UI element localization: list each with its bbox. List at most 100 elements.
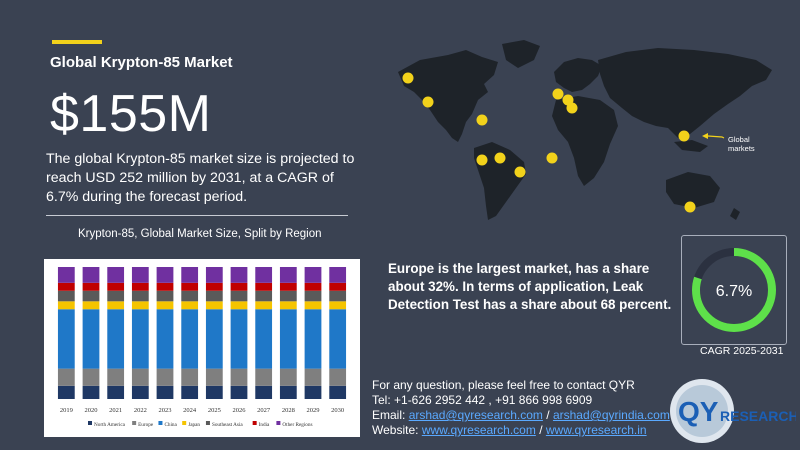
x-tick-label: 2022 (134, 407, 147, 414)
bar-2022-china (131, 309, 149, 369)
bar-2025-southeast-asia (205, 290, 223, 302)
europe-landmass (554, 58, 602, 92)
legend-swatch (88, 421, 92, 425)
marker-japan (678, 130, 690, 142)
website-separator: / (535, 423, 546, 437)
bar-2029-china (304, 309, 322, 369)
bar-2022-japan (131, 301, 149, 310)
map-label-line1: Global (728, 135, 750, 144)
asia-landmass (598, 48, 772, 138)
bar-2024-north-america (181, 385, 199, 399)
legend-label: China (164, 422, 177, 428)
email-link-2[interactable]: arshad@qyrindia.com (552, 408, 670, 422)
marker-alaska (402, 72, 414, 84)
market-description: The global Krypton-85 market size is pro… (46, 151, 355, 205)
bar-2030-southeast-asia (329, 290, 347, 302)
bar-2026-southeast-asia (230, 290, 248, 302)
website-link-1[interactable]: www.qyresearch.com (421, 423, 536, 437)
bar-2023-china (156, 309, 174, 369)
continents (398, 40, 772, 220)
bar-2029-other-regions (304, 267, 322, 283)
bar-2020-europe (82, 368, 100, 386)
x-tick-label: 2020 (85, 407, 98, 414)
new-zealand-landmass (730, 208, 740, 220)
x-tick-label: 2026 (233, 407, 247, 414)
bar-2026-other-regions (230, 267, 248, 283)
bar-2029-southeast-asia (304, 290, 322, 302)
email-link-1[interactable]: arshad@qyresearch.com (408, 408, 543, 422)
website-link-2[interactable]: www.qyresearch.in (545, 423, 647, 437)
bar-2029-japan (304, 301, 322, 310)
bar-2019-india (57, 282, 75, 291)
chart-title: Krypton-85, Global Market Size, Split by… (78, 228, 322, 240)
bar-2021-india (107, 282, 125, 291)
bar-2022-india (131, 282, 149, 291)
map-arrowhead (702, 133, 708, 139)
bar-2027-india (255, 282, 273, 291)
x-tick-label: 2024 (183, 407, 197, 414)
marker-brazil (514, 166, 526, 178)
bar-2028-japan (279, 301, 297, 310)
marker-uk (552, 88, 564, 100)
bar-2021-europe (107, 368, 125, 386)
bar-2023-japan (156, 301, 174, 310)
bar-2020-india (82, 282, 100, 291)
bar-2028-other-regions (279, 267, 297, 283)
bar-2023-india (156, 282, 174, 291)
bar-2027-other-regions (255, 267, 273, 283)
legend-label: Europe (138, 422, 154, 428)
bar-2027-europe (255, 368, 273, 386)
stacked-bar-chart: 2019 2020 2021 2022 2023 2024 2025 2026 2027 2028… (57, 267, 347, 428)
bar-2020-china (82, 309, 100, 369)
logo-globe-inner (676, 385, 728, 437)
bar-2020-north-america (82, 385, 100, 399)
bar-2025-north-america (205, 385, 223, 399)
bar-2026-europe (230, 368, 248, 386)
bar-2019-southeast-asia (57, 290, 75, 302)
divider (46, 215, 348, 216)
marker-south-america-west (494, 152, 506, 164)
bar-2023-north-america (156, 385, 174, 399)
website-label: Website: (372, 423, 422, 437)
legend-swatch (276, 421, 281, 425)
x-tick-label: 2029 (307, 407, 320, 414)
x-tick-label: 2021 (109, 407, 122, 414)
legend-swatch (132, 421, 137, 425)
logo-qy-text: QY (678, 396, 719, 427)
marker-us-east (476, 114, 488, 126)
bar-2022-europe (131, 368, 149, 386)
market-highlight-text: Europe is the largest market, has a shar… (388, 261, 672, 312)
bar-2019-other-regions (57, 267, 75, 283)
legend-swatch (252, 421, 257, 425)
accent-bar (52, 40, 102, 44)
bar-2023-other-regions (156, 267, 174, 283)
bar-2019-japan (57, 301, 75, 310)
bar-2020-japan (82, 301, 100, 310)
bar-2030-india (329, 282, 347, 291)
market-markers (402, 72, 725, 213)
contact-tel: Tel: +1-626 2952 442 , +91 866 998 6909 (372, 393, 593, 407)
bar-2022-north-america (131, 385, 149, 399)
cagr-gauge: 6.7% (681, 235, 787, 345)
marker-australia (684, 201, 696, 213)
bar-2025-india (205, 282, 223, 291)
bar-2028-north-america (279, 385, 297, 399)
bar-2029-north-america (304, 385, 322, 399)
marker-us-west (422, 96, 434, 108)
bar-2026-japan (230, 301, 248, 310)
bar-2021-north-america (107, 385, 125, 399)
bar-2030-north-america (329, 385, 347, 399)
bar-2020-southeast-asia (82, 290, 100, 302)
bar-2027-china (255, 309, 273, 369)
bar-2019-china (57, 309, 75, 369)
cagr-ring: 6.7% (692, 248, 776, 332)
contact-email-row: Email: arshad@qyresearch.com / arshad@qy… (372, 408, 670, 423)
legend-label: Other Regions (282, 422, 312, 428)
bar-2029-india (304, 282, 322, 291)
x-tick-label: 2025 (208, 407, 221, 414)
australia-landmass (666, 172, 720, 208)
legend-label: Southeast Asia (212, 422, 243, 428)
bar-2025-japan (205, 301, 223, 310)
north-america-landmass (398, 50, 498, 142)
market-size-value: $155M (50, 85, 212, 143)
